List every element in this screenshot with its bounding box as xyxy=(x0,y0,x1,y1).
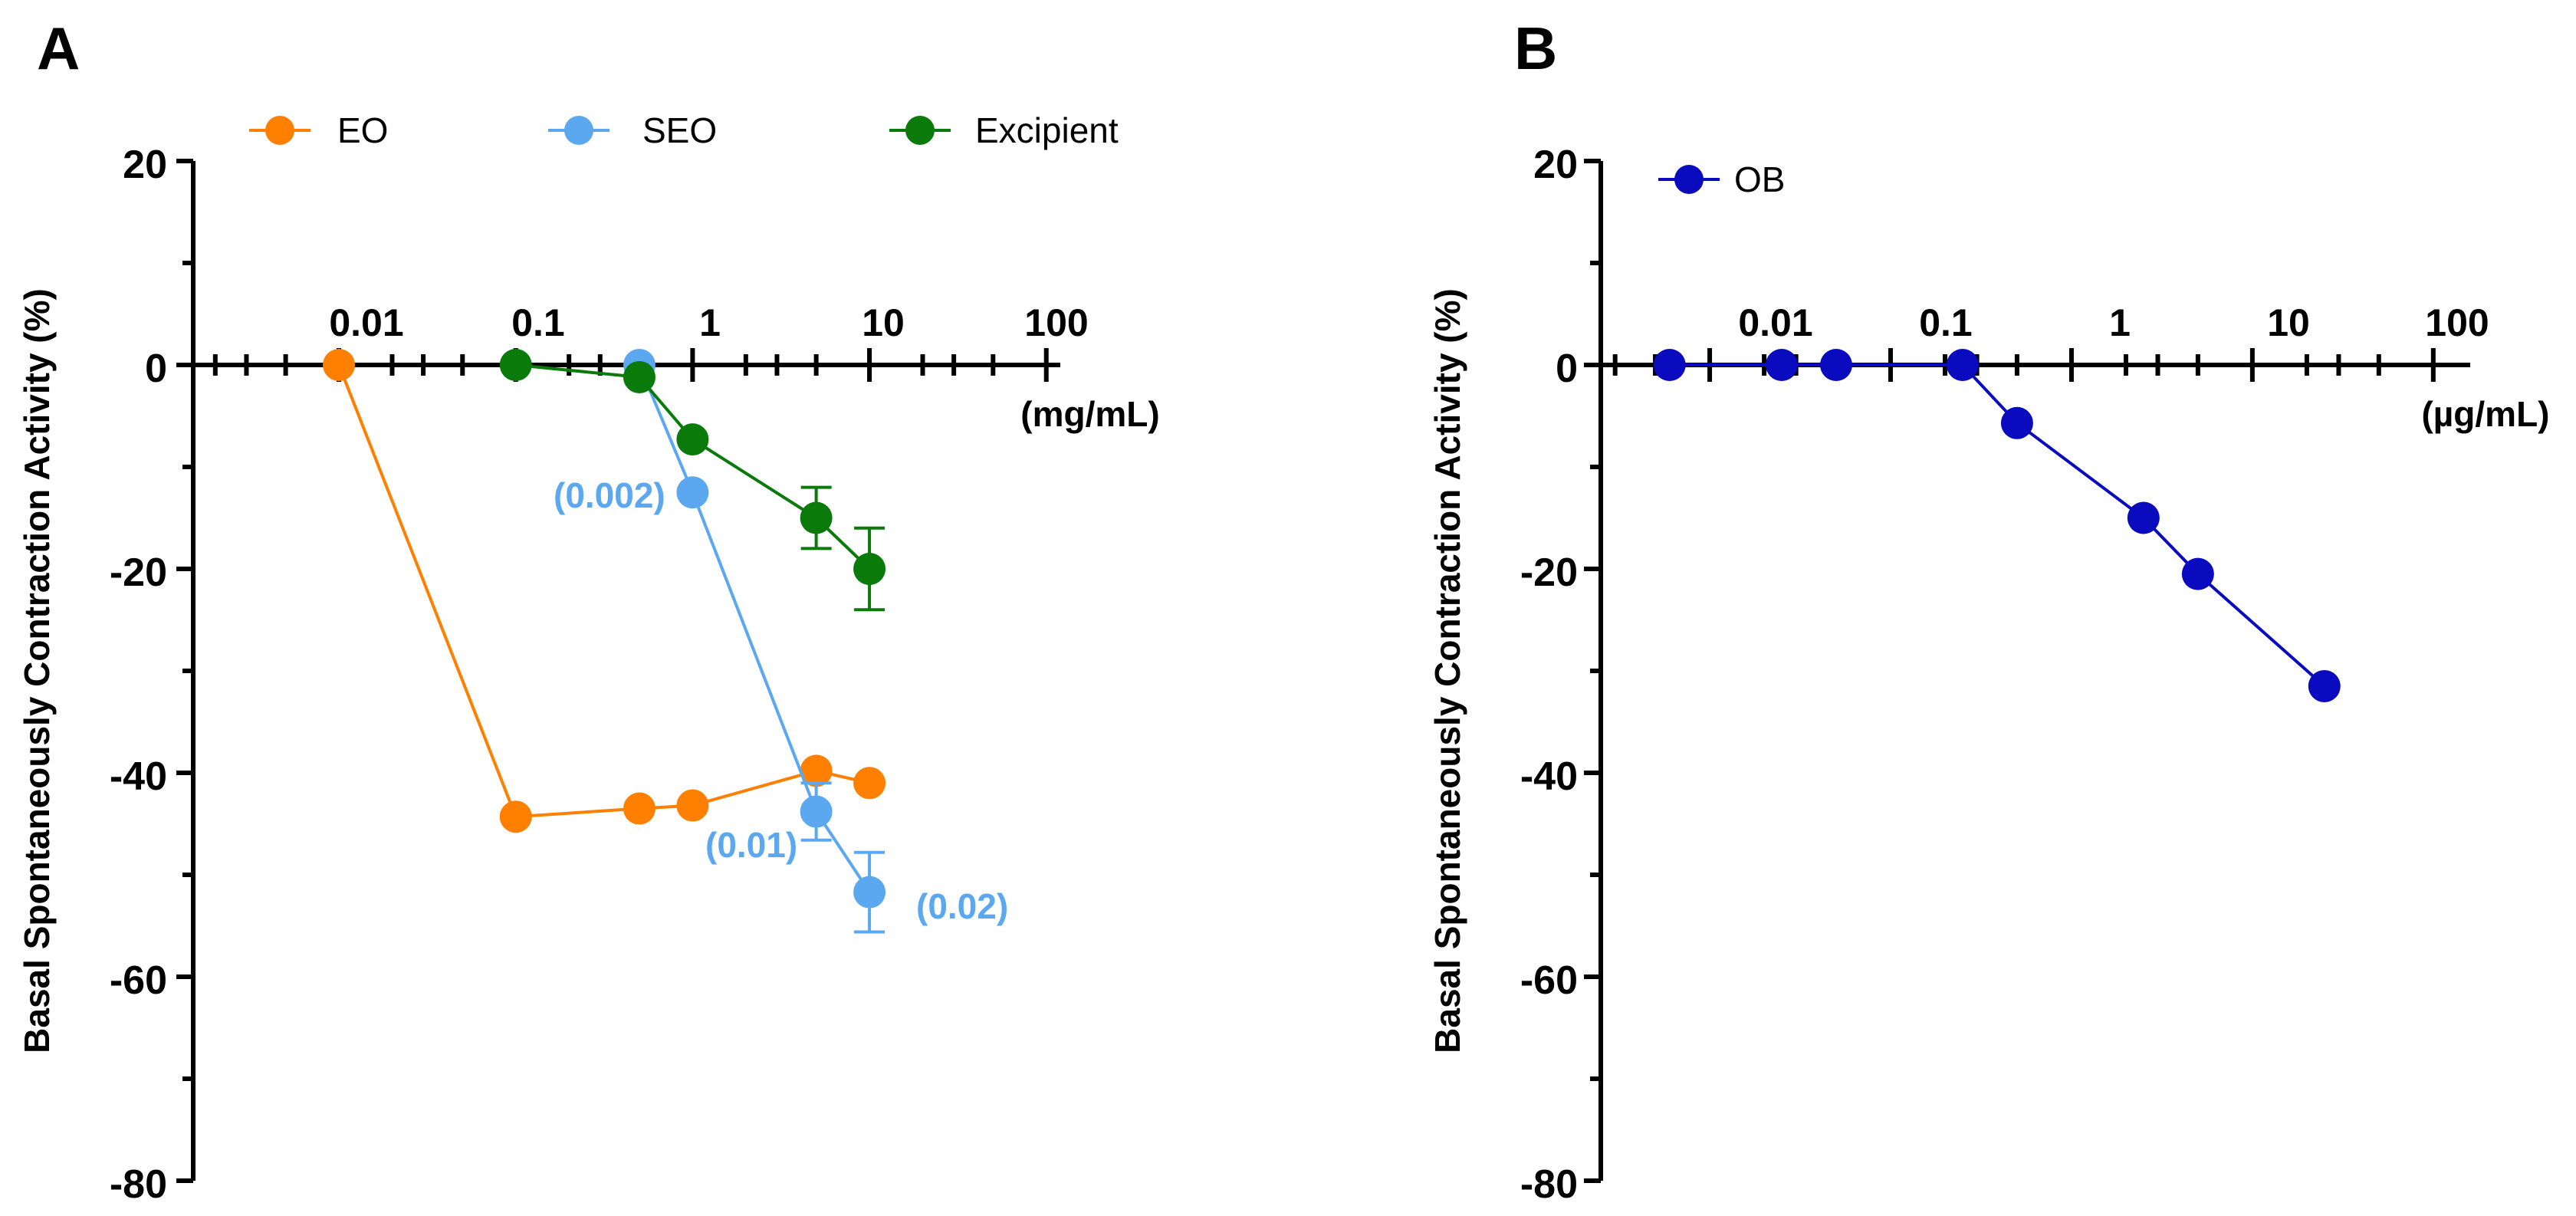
panel-a-annotations: (0.002) (0.01) (0.02) xyxy=(554,475,1008,926)
b-xtick-label-0.01: 0.01 xyxy=(1738,301,1812,344)
point-excipient-0.5 xyxy=(623,360,656,393)
legend-entry-eo: EO xyxy=(249,110,388,150)
a-ytick-label-minus60: -60 xyxy=(110,958,167,1003)
point-eo-5 xyxy=(800,754,833,787)
point-ob-0.05 xyxy=(1819,349,1852,381)
a-ytick-label-minus20: -20 xyxy=(110,550,167,595)
point-eo-0.1 xyxy=(499,800,532,833)
panel-a-y-ticks xyxy=(176,159,193,1183)
b-ytick-label-minus60: -60 xyxy=(1520,958,1578,1003)
panel-b-y-label: Basal Spontaneously Contraction Activity… xyxy=(1428,288,1467,1053)
panel-a-series xyxy=(323,349,886,934)
b-ytick-label-minus20: -20 xyxy=(1520,550,1578,595)
point-excipient-1 xyxy=(676,423,709,456)
b-ytick-label-minus80: -80 xyxy=(1520,1162,1578,1207)
series-eo-line xyxy=(337,364,870,819)
series-eo xyxy=(323,349,886,833)
legend-ob-marker xyxy=(1674,165,1704,194)
panel-a: A EO SEO Excipient 20 0 - xyxy=(17,15,1160,1207)
annotation-seo-1: (0.002) xyxy=(554,475,665,515)
series-seo-line xyxy=(638,364,871,893)
legend-entry-excipient: Excipient xyxy=(889,110,1119,150)
legend-eo-label: EO xyxy=(337,110,388,150)
a-ytick-label-minus80: -80 xyxy=(110,1162,167,1207)
point-ob-0.006 xyxy=(1653,349,1686,381)
point-eo-1 xyxy=(676,789,709,822)
a-ytick-label-minus40: -40 xyxy=(110,754,167,799)
annotation-seo-5: (0.01) xyxy=(705,825,797,865)
panel-a-label: A xyxy=(37,15,80,82)
panel-b-label: B xyxy=(1514,15,1557,82)
panel-a-legend: EO SEO Excipient xyxy=(249,110,1119,150)
panel-a-x-tick-labels: 0.01 0.1 1 10 100 xyxy=(329,301,1088,344)
panel-b-legend: OB xyxy=(1658,159,1785,199)
panel-b-series xyxy=(1653,349,2341,702)
series-ob xyxy=(1653,349,2341,702)
legend-eo-marker xyxy=(265,116,294,145)
point-ob-5 xyxy=(2181,557,2214,590)
a-xtick-label-1: 1 xyxy=(699,301,721,344)
legend-entry-seo: SEO xyxy=(548,110,717,150)
series-ob-line xyxy=(1669,363,2326,688)
annotation-seo-10: (0.02) xyxy=(916,886,1008,926)
panel-b: B OB 20 0 -20 -40 -60 -80 0.01 0.1 1 xyxy=(1428,15,2550,1207)
panel-a-y-label: Basal Spontaneously Contraction Activity… xyxy=(17,288,57,1053)
a-ytick-label-0: 0 xyxy=(145,347,167,391)
point-ob-0.5 xyxy=(2000,406,2033,439)
b-ytick-label-20: 20 xyxy=(1533,143,1578,187)
b-ytick-label-minus40: -40 xyxy=(1520,754,1578,799)
legend-seo-marker xyxy=(564,116,593,145)
panel-a-y-tick-labels: 20 0 -20 -40 -60 -80 xyxy=(110,143,167,1207)
b-xtick-label-100: 100 xyxy=(2425,301,2489,344)
point-ob-0.25 xyxy=(1946,349,1979,381)
legend-seo-label: SEO xyxy=(642,110,717,150)
a-xtick-label-0.1: 0.1 xyxy=(511,301,565,344)
panel-a-x-unit-label: (mg/mL) xyxy=(1020,394,1159,434)
a-xtick-label-100: 100 xyxy=(1024,301,1088,344)
legend-entry-ob: OB xyxy=(1658,159,1785,199)
point-seo-5 xyxy=(800,795,833,828)
b-ytick-label-0: 0 xyxy=(1556,347,1578,391)
point-eo-0.01 xyxy=(323,349,356,381)
point-excipient-0.1 xyxy=(499,349,532,381)
point-ob-0.025 xyxy=(1765,349,1798,381)
b-xtick-label-10: 10 xyxy=(2267,301,2310,344)
panel-b-y-tick-labels: 20 0 -20 -40 -60 -80 xyxy=(1520,143,1578,1207)
b-xtick-label-1: 1 xyxy=(2109,301,2131,344)
point-eo-10 xyxy=(853,767,886,800)
b-xtick-label-0.1: 0.1 xyxy=(1919,301,1973,344)
legend-ob-label: OB xyxy=(1734,159,1785,199)
point-seo-10 xyxy=(853,876,886,909)
point-excipient-10 xyxy=(853,553,886,585)
point-ob-25 xyxy=(2308,669,2341,702)
a-xtick-label-10: 10 xyxy=(862,301,905,344)
legend-excipient-marker xyxy=(905,116,935,145)
point-eo-0.5 xyxy=(623,792,656,825)
point-ob-2.5 xyxy=(2127,501,2160,534)
panel-b-x-tick-labels: 0.01 0.1 1 10 100 xyxy=(1738,301,2489,344)
a-ytick-label-20: 20 xyxy=(123,143,167,187)
legend-excipient-label: Excipient xyxy=(975,110,1119,150)
point-excipient-5 xyxy=(800,501,833,534)
a-xtick-label-0.01: 0.01 xyxy=(329,301,403,344)
point-seo-1 xyxy=(676,476,709,509)
panel-b-x-unit-label: (µg/mL) xyxy=(2421,394,2549,434)
series-excipient xyxy=(499,349,886,612)
panel-b-y-ticks xyxy=(1584,159,1601,1183)
